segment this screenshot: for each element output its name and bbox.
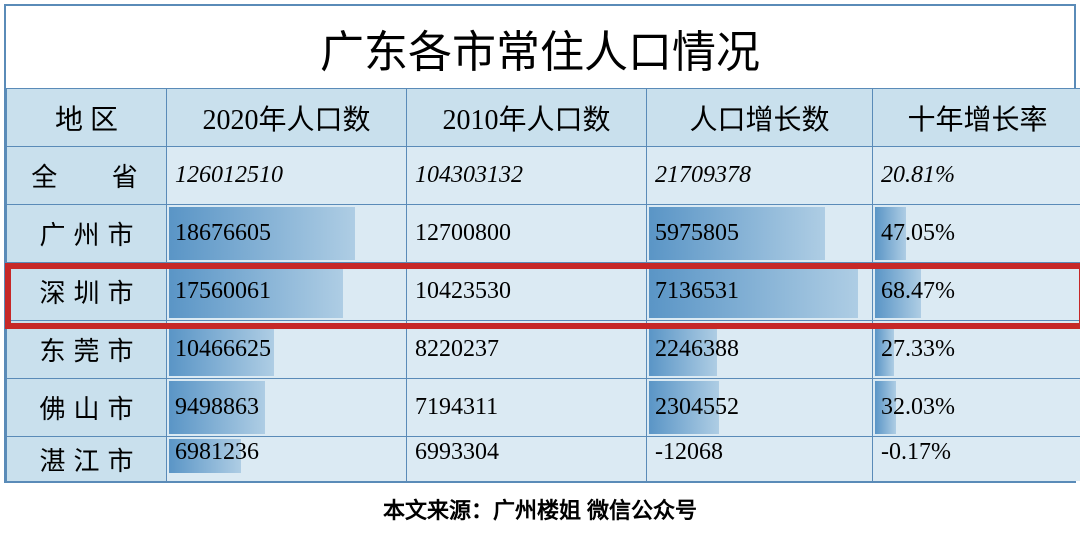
col-header-2020: 2020年人口数 bbox=[167, 89, 407, 147]
cell-growth-text: -12068 bbox=[653, 439, 723, 465]
source-attribution: 本文来源：广州楼姐 微信公众号 bbox=[0, 487, 1080, 525]
cell-growth-text: 5975805 bbox=[653, 220, 739, 246]
cell-rate-text: -0.17% bbox=[879, 439, 951, 465]
cell-pop2020-text: 17560061 bbox=[173, 278, 271, 304]
cell-pop2020: 17560061 bbox=[167, 263, 407, 321]
cell-rate-text: 27.33% bbox=[879, 336, 955, 362]
region-cell: 全 省 bbox=[7, 147, 167, 205]
cell-rate: -0.17% bbox=[873, 437, 1080, 481]
cell-pop2010: 12700800 bbox=[407, 205, 647, 263]
cell-rate-text: 47.05% bbox=[879, 220, 955, 246]
cell-pop2020: 6981236 bbox=[167, 437, 407, 481]
cell-pop2020: 18676605 bbox=[167, 205, 407, 263]
cell-rate: 68.47% bbox=[873, 263, 1080, 321]
cell-growth: 5975805 bbox=[647, 205, 873, 263]
population-table-container: 广东各市常住人口情况 地 区 2020年人口数 2010年人口数 人口增长数 十… bbox=[4, 4, 1076, 483]
cell-rate-text: 68.47% bbox=[879, 278, 955, 304]
region-cell: 东莞市 bbox=[7, 321, 167, 379]
cell-pop2020: 9498863 bbox=[167, 379, 407, 437]
cell-pop2010: 6993304 bbox=[407, 437, 647, 481]
header-row: 地 区 2020年人口数 2010年人口数 人口增长数 十年增长率 bbox=[7, 89, 1080, 147]
cell-pop2020-text: 6981236 bbox=[173, 439, 259, 465]
region-cell: 广州市 bbox=[7, 205, 167, 263]
cell-pop2020: 126012510 bbox=[167, 147, 407, 205]
cell-growth-text: 2246388 bbox=[653, 336, 739, 362]
cell-growth-text: 2304552 bbox=[653, 394, 739, 420]
table-row: 深圳市17560061 10423530 7136531 68.47% bbox=[7, 263, 1080, 321]
col-header-growth: 人口增长数 bbox=[647, 89, 873, 147]
cell-pop2010: 10423530 bbox=[407, 263, 647, 321]
population-table: 地 区 2020年人口数 2010年人口数 人口增长数 十年增长率 全 省126… bbox=[6, 88, 1080, 481]
cell-pop2010: 7194311 bbox=[407, 379, 647, 437]
cell-growth-text: 7136531 bbox=[653, 278, 739, 304]
table-title: 广东各市常住人口情况 bbox=[6, 6, 1074, 88]
cell-growth: 2246388 bbox=[647, 321, 873, 379]
cell-pop2020-text: 18676605 bbox=[173, 220, 271, 246]
province-row: 全 省126012510 104303132 21709378 20.81% bbox=[7, 147, 1080, 205]
cell-rate: 27.33% bbox=[873, 321, 1080, 379]
cell-pop2010: 8220237 bbox=[407, 321, 647, 379]
cell-pop2020-text: 126012510 bbox=[173, 162, 283, 188]
cell-rate: 32.03% bbox=[873, 379, 1080, 437]
col-header-rate: 十年增长率 bbox=[873, 89, 1080, 147]
cell-pop2020-text: 9498863 bbox=[173, 394, 259, 420]
cell-growth-text: 21709378 bbox=[653, 162, 751, 188]
cell-pop2010-text: 6993304 bbox=[413, 439, 499, 465]
cell-rate: 20.81% bbox=[873, 147, 1080, 205]
cell-growth: 7136531 bbox=[647, 263, 873, 321]
cell-pop2010: 104303132 bbox=[407, 147, 647, 205]
col-header-region: 地 区 bbox=[7, 89, 167, 147]
table-row: 广州市18676605 12700800 5975805 47.05% bbox=[7, 205, 1080, 263]
cell-growth: 21709378 bbox=[647, 147, 873, 205]
cell-pop2020: 10466625 bbox=[167, 321, 407, 379]
table-row: 佛山市9498863 7194311 2304552 32.03% bbox=[7, 379, 1080, 437]
table-row: 东莞市10466625 8220237 2246388 27.33% bbox=[7, 321, 1080, 379]
cell-rate: 47.05% bbox=[873, 205, 1080, 263]
cell-rate-text: 32.03% bbox=[879, 394, 955, 420]
region-cell: 深圳市 bbox=[7, 263, 167, 321]
table-row: 湛江市6981236 6993304 -12068 -0.17% bbox=[7, 437, 1080, 481]
cell-rate-text: 20.81% bbox=[879, 162, 955, 188]
cell-pop2010-text: 10423530 bbox=[413, 278, 511, 304]
cell-pop2020-text: 10466625 bbox=[173, 336, 271, 362]
cell-pop2010-text: 8220237 bbox=[413, 336, 499, 362]
cell-growth: 2304552 bbox=[647, 379, 873, 437]
col-header-2010: 2010年人口数 bbox=[407, 89, 647, 147]
cell-pop2010-text: 12700800 bbox=[413, 220, 511, 246]
region-cell: 佛山市 bbox=[7, 379, 167, 437]
cell-pop2010-text: 7194311 bbox=[413, 394, 498, 420]
region-cell: 湛江市 bbox=[7, 437, 167, 481]
cell-growth: -12068 bbox=[647, 437, 873, 481]
cell-pop2010-text: 104303132 bbox=[413, 162, 523, 188]
